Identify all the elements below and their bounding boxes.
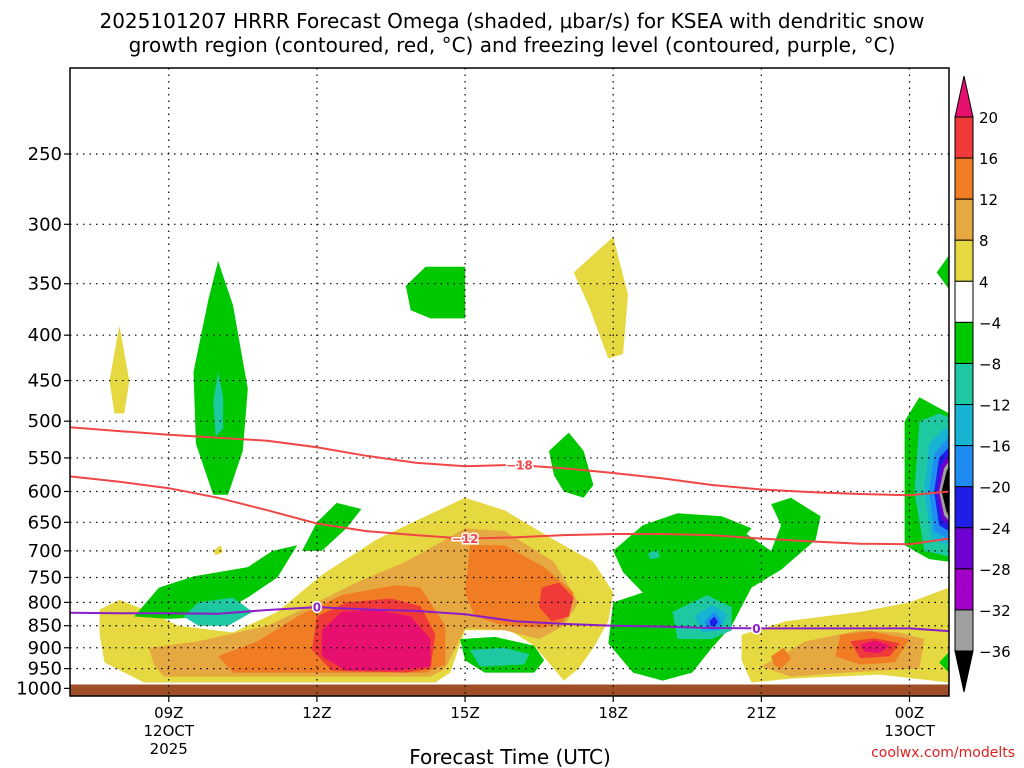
colorbar-label: −4 [979,314,1001,332]
y-tick-label: 400 [28,325,62,346]
colorbar-arrow-top [954,75,974,118]
omega-region-neg4-1 [405,266,466,319]
colorbar-label: −20 [979,479,1011,497]
ground-surface [70,684,949,696]
y-tick-label: 600 [28,481,62,502]
x-tick-label: 21Z [747,704,776,722]
y-tick-label: 650 [28,512,62,533]
colorbar-box [954,362,974,406]
omega-region-16-1 [539,582,574,622]
y-tick-label: 250 [28,144,62,165]
colorbar-label: −24 [979,520,1011,538]
y-tick-label: 350 [28,274,62,295]
colorbar-box [954,568,974,611]
colorbar-box [954,321,974,364]
colorbar-box [954,527,974,570]
omega-region-neg8-0 [183,597,253,626]
colorbar-box [954,609,974,652]
contour-dgz_warm [70,475,949,546]
x-tick-label: 13OCT [884,722,935,740]
colorbar-box [954,280,974,323]
credit-text: coolwx.com/modelts [871,745,1015,761]
x-tick-label: 2025 [150,740,188,758]
y-tick-label: 1000 [16,678,62,699]
axes: 2503003504004505005506006507007508008509… [16,67,950,758]
contour-label: 0 [752,622,760,636]
omega-region-4-4 [213,545,224,556]
contour-freezing_level [70,606,949,633]
contour-dgz_cold [70,426,949,497]
plot-content: −12 −18 0 0 [70,68,949,696]
colorbar-label: 12 [979,191,998,209]
y-tick-label: 300 [28,214,62,235]
plot-area: −12 −18 0 0 [70,68,949,696]
y-tick-label: 500 [28,411,62,432]
colorbar-box [954,486,974,529]
omega-region-neg4-6 [608,497,821,681]
colorbar-arrow-bottom [954,650,974,693]
colorbar-label: 4 [979,273,989,291]
colorbar-label: −16 [979,438,1011,456]
colorbar-label: −28 [979,561,1011,579]
omega-region-neg8-2 [470,647,530,667]
omega-region-4-1 [109,325,130,414]
x-tick-label: 18Z [599,704,628,722]
colorbar-label: 16 [979,150,998,168]
omega-region-neg4-2 [549,432,594,498]
omega-region-neg4-4 [134,545,298,619]
colorbar-label: 8 [979,232,989,250]
omega-region-neg8-1 [213,371,224,437]
x-tick-label: 12OCT [143,722,194,740]
omega-region-neg4-9 [939,652,949,673]
omega-region-20-0 [321,609,431,671]
colorbar-label: −8 [979,355,1001,373]
omega-region-neg4-0 [193,261,248,495]
y-tick-label: 750 [28,567,62,588]
omega-region-12-3 [771,647,791,669]
omega-region-neg8-4 [647,549,661,560]
plot-frame [69,67,950,697]
colorbar-label: 20 [979,109,998,127]
y-tick-label: 700 [28,541,62,562]
colorbar-box [954,198,974,241]
contour-label: −18 [506,459,533,473]
colorbar: 20 16 12 8 4 −4 −8 −12 −16 −20 −24 −28 −32 −36 [954,75,1011,693]
y-tick-label: 900 [28,638,62,659]
x-tick-label: 15Z [450,704,479,722]
x-tick-label: 00Z [895,704,924,722]
colorbar-box [954,157,974,200]
omega-region-neg4-8 [936,255,949,290]
colorbar-label: −36 [979,643,1011,661]
x-axis-label: Forecast Time (UTC) [409,745,611,768]
colorbar-box [954,445,974,488]
y-tick-label: 850 [28,616,62,637]
colorbar-label: −12 [979,397,1011,415]
colorbar-box [954,404,974,447]
colorbar-box [954,116,974,159]
chart-title-line2: growth region (contoured, red, °C) and f… [129,33,896,57]
contour-label: 0 [313,601,321,615]
omega-region-20-1 [860,640,890,653]
chart-title-line1: 2025101207 HRRR Forecast Omega (shaded, … [99,9,924,33]
y-tick-label: 550 [28,448,62,469]
y-tick-label: 450 [28,371,62,392]
y-tick-label: 800 [28,592,62,613]
omega-region-4-2 [573,236,628,359]
omega-region-neg24-0 [709,616,718,627]
omega-region-neg4-3 [302,502,362,551]
x-tick-label: 09Z [154,704,183,722]
contour-label: −12 [452,532,479,546]
colorbar-label: −32 [979,602,1011,620]
x-tick-label: 12Z [302,704,331,722]
colorbar-box [954,239,974,282]
y-tick-label: 950 [28,659,62,680]
